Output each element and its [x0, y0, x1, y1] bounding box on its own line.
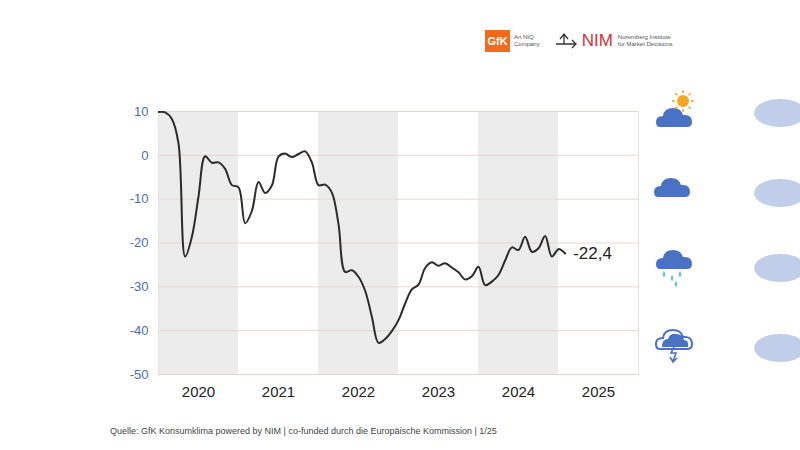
svg-text:-50: -50	[130, 367, 149, 382]
svg-text:2023: 2023	[422, 383, 455, 400]
svg-text:-22,4: -22,4	[573, 244, 612, 263]
svg-text:2024: 2024	[502, 383, 535, 400]
svg-text:0: 0	[141, 147, 148, 162]
html-text:Quelle: GfK Konsumklima powere: Quelle: GfK Konsumklima powered by NIM |…	[110, 426, 497, 436]
svg-text:-30: -30	[130, 279, 149, 294]
svg-text:2025: 2025	[582, 383, 615, 400]
html-text:An NIQ: An NIQ	[514, 34, 534, 40]
svg-text:2022: 2022	[342, 383, 375, 400]
svg-text:-40: -40	[130, 323, 149, 338]
svg-text:2020: 2020	[182, 383, 215, 400]
html-text:GfK: GfK	[487, 35, 508, 47]
svg-text:2021: 2021	[262, 383, 295, 400]
svg-text:-20: -20	[130, 235, 149, 250]
html-text:Nuremberg Institute: Nuremberg Institute	[617, 34, 671, 40]
svg-text:10: 10	[134, 104, 148, 119]
svg-text:-10: -10	[130, 191, 149, 206]
html-text:for Market Decisions: for Market Decisions	[617, 41, 673, 47]
html-text:NIM: NIM	[581, 31, 613, 50]
html-text:Company: Company	[514, 41, 540, 47]
